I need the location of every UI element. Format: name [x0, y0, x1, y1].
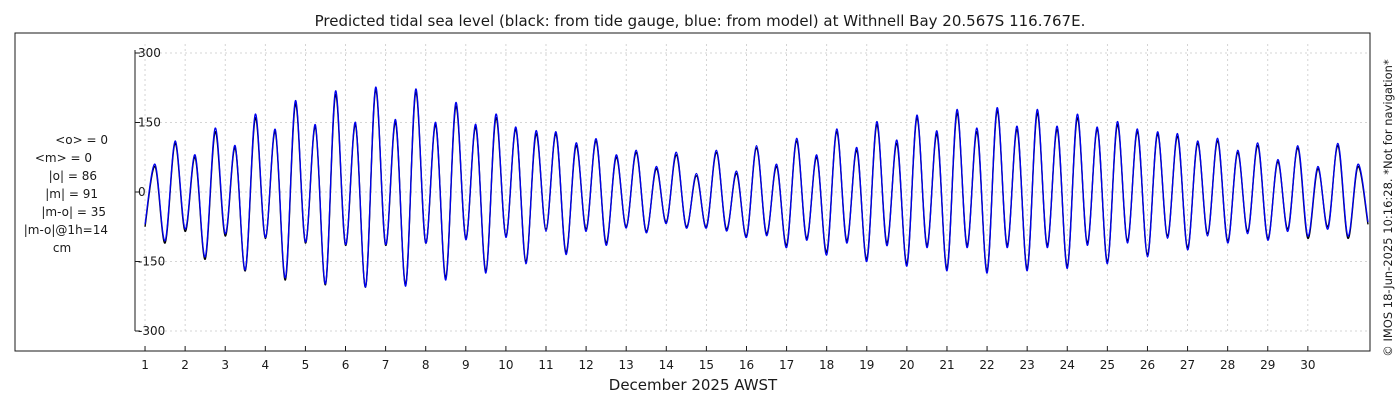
y-tick-label: 300: [138, 46, 161, 60]
y-tick-label: 150: [138, 116, 161, 130]
stat-abs-model: |m| = 91: [45, 187, 98, 201]
grid: [135, 44, 1370, 332]
x-tick-label: 17: [779, 358, 794, 372]
x-tick-label: 10: [498, 358, 513, 372]
x-tick-label: 7: [382, 358, 390, 372]
y-axis: 300 150 0 -150 -300: [134, 46, 165, 338]
y-tick-label: 0: [138, 185, 146, 199]
chart-title: Predicted tidal sea level (black: from t…: [315, 12, 1086, 30]
x-tick-label: 16: [739, 358, 754, 372]
y-tick-label: -150: [138, 255, 165, 269]
x-tick-label: 26: [1140, 358, 1155, 372]
x-tick-label: 23: [1020, 358, 1035, 372]
x-axis: 1 2 3 4 5 6 7 8 9 10 11 12 13 14 15 16 17 18 19 20 21 22 23 24 2…: [141, 346, 1315, 372]
x-tick-label: 13: [619, 358, 634, 372]
x-tick-label: 4: [261, 358, 269, 372]
x-tick-label: 5: [302, 358, 310, 372]
x-tick-label: 14: [659, 358, 674, 372]
stat-mean-obs: <o> = 0: [55, 133, 108, 147]
model-line: [144, 86, 1369, 288]
x-tick-label: 19: [859, 358, 874, 372]
x-tick-label: 28: [1220, 358, 1235, 372]
x-axis-label: December 2025 AWST: [609, 376, 778, 394]
x-tick-label: 12: [578, 358, 593, 372]
stats-panel: <o> = 0 <m> = 0 |o| = 86 |m| = 91 |m-o| …: [24, 133, 108, 255]
stat-mean-model: <m> = 0: [35, 151, 92, 165]
stat-abs-diff-1h: |m-o|@1h=14: [24, 223, 108, 237]
x-tick-label: 29: [1260, 358, 1275, 372]
outer-frame: [14, 32, 1371, 352]
y-tick-label: -300: [138, 324, 165, 338]
stat-unit: cm: [53, 241, 71, 255]
x-tick-label: 9: [462, 358, 470, 372]
stat-abs-obs: |o| = 86: [49, 169, 97, 183]
x-tick-label: 27: [1180, 358, 1195, 372]
x-tick-label: 30: [1300, 358, 1315, 372]
x-tick-label: 18: [819, 358, 834, 372]
x-tick-label: 20: [899, 358, 914, 372]
x-tick-label: 24: [1060, 358, 1075, 372]
tide-gauge-line: [144, 89, 1369, 288]
x-tick-label: 11: [538, 358, 553, 372]
credit-text: © IMOS 18-Jun-2025 10:16:28. *Not for na…: [1381, 59, 1395, 357]
x-tick-label: 22: [979, 358, 994, 372]
x-tick-label: 3: [221, 358, 229, 372]
x-tick-label: 25: [1100, 358, 1115, 372]
series-group: [144, 86, 1369, 288]
x-tick-label: 2: [181, 358, 189, 372]
x-tick-label: 6: [342, 358, 350, 372]
x-tick-label: 1: [141, 358, 149, 372]
x-tick-label: 15: [699, 358, 714, 372]
x-tick-label: 21: [939, 358, 954, 372]
stat-abs-diff: |m-o| = 35: [41, 205, 106, 219]
x-tick-label: 8: [422, 358, 430, 372]
